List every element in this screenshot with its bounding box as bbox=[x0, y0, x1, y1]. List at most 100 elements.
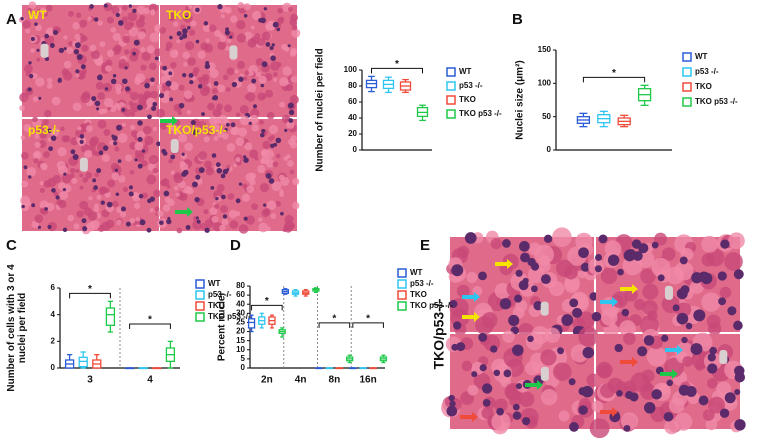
significance-label: * bbox=[265, 296, 269, 307]
nucleus bbox=[29, 74, 34, 79]
cell bbox=[204, 160, 213, 169]
cell bbox=[40, 162, 48, 170]
nucleus bbox=[681, 336, 688, 344]
cell bbox=[60, 126, 65, 132]
cell bbox=[71, 177, 78, 184]
cell bbox=[272, 161, 279, 168]
significance-bracket bbox=[69, 292, 111, 299]
significance-bracket bbox=[371, 67, 423, 74]
cell bbox=[115, 88, 122, 95]
nucleus bbox=[141, 149, 146, 153]
cell bbox=[640, 268, 656, 285]
cell bbox=[183, 90, 193, 99]
nucleus bbox=[149, 196, 156, 202]
nucleus bbox=[700, 272, 713, 285]
arrow bbox=[600, 297, 618, 307]
cell bbox=[39, 180, 45, 186]
nucleus bbox=[44, 56, 50, 62]
cell bbox=[130, 102, 140, 113]
nucleus bbox=[194, 196, 200, 203]
cell bbox=[553, 362, 572, 381]
nucleus bbox=[185, 224, 191, 230]
cell bbox=[230, 127, 238, 136]
nucleus bbox=[51, 188, 56, 193]
cell bbox=[97, 20, 103, 26]
nucleus bbox=[693, 309, 706, 322]
panel-label: A bbox=[6, 11, 17, 28]
nucleus bbox=[104, 87, 109, 91]
cell bbox=[75, 73, 80, 78]
cell bbox=[25, 200, 32, 207]
nucleus bbox=[150, 77, 155, 83]
legend-swatch bbox=[446, 95, 456, 105]
cell bbox=[249, 149, 259, 159]
cell bbox=[39, 7, 47, 15]
cell bbox=[219, 35, 227, 43]
cell bbox=[121, 5, 128, 11]
cell bbox=[289, 169, 295, 175]
box bbox=[247, 318, 256, 329]
cell bbox=[32, 116, 38, 123]
cell bbox=[259, 182, 270, 193]
image-label: p53-/- bbox=[28, 123, 60, 137]
nucleus bbox=[165, 80, 172, 87]
cell bbox=[159, 26, 167, 34]
cell bbox=[664, 419, 680, 435]
cell bbox=[150, 10, 156, 16]
cell bbox=[75, 168, 80, 173]
cell bbox=[201, 74, 210, 82]
cell bbox=[728, 232, 745, 250]
cell bbox=[235, 157, 241, 163]
nucleus bbox=[235, 198, 241, 204]
nucleus bbox=[201, 112, 205, 117]
vessel bbox=[540, 301, 549, 316]
cell bbox=[261, 94, 266, 100]
arrow bbox=[620, 357, 638, 367]
cell bbox=[149, 208, 154, 213]
nucleus bbox=[156, 141, 161, 147]
cell bbox=[21, 180, 29, 188]
cell bbox=[30, 14, 36, 20]
nucleus bbox=[112, 135, 118, 141]
nucleus bbox=[663, 411, 674, 422]
nucleus bbox=[196, 219, 201, 224]
nucleus bbox=[651, 241, 659, 249]
nucleus bbox=[512, 344, 524, 356]
nucleus bbox=[38, 96, 42, 100]
legend-label: p53 -/- bbox=[208, 290, 232, 299]
nucleus bbox=[195, 39, 200, 44]
nucleus bbox=[226, 168, 230, 172]
cell bbox=[156, 83, 164, 91]
cell bbox=[56, 199, 63, 206]
cell bbox=[494, 398, 508, 412]
nucleus bbox=[190, 119, 196, 126]
cell bbox=[224, 104, 232, 113]
cell bbox=[290, 141, 298, 149]
significance-label: * bbox=[612, 68, 616, 79]
legend-swatch bbox=[682, 52, 692, 62]
cell bbox=[220, 205, 228, 213]
panel-label: C bbox=[6, 237, 17, 254]
cell bbox=[67, 40, 74, 47]
cell bbox=[27, 7, 32, 13]
nucleus bbox=[482, 399, 491, 407]
legend-label: TKO p53 -/- bbox=[459, 109, 502, 118]
cell bbox=[156, 108, 166, 118]
nucleus bbox=[533, 301, 543, 311]
cell bbox=[601, 309, 618, 326]
cell bbox=[90, 50, 101, 60]
nucleus bbox=[679, 256, 688, 265]
nucleus bbox=[125, 86, 131, 92]
nucleus bbox=[137, 136, 143, 142]
nucleus bbox=[616, 390, 623, 397]
cell bbox=[19, 105, 25, 111]
cell bbox=[99, 41, 106, 48]
cell bbox=[591, 400, 604, 413]
vessel bbox=[540, 366, 549, 381]
cell bbox=[227, 193, 235, 200]
nucleus bbox=[152, 101, 158, 107]
nucleus bbox=[478, 332, 488, 342]
nucleus bbox=[220, 173, 226, 179]
nucleus bbox=[557, 347, 565, 355]
